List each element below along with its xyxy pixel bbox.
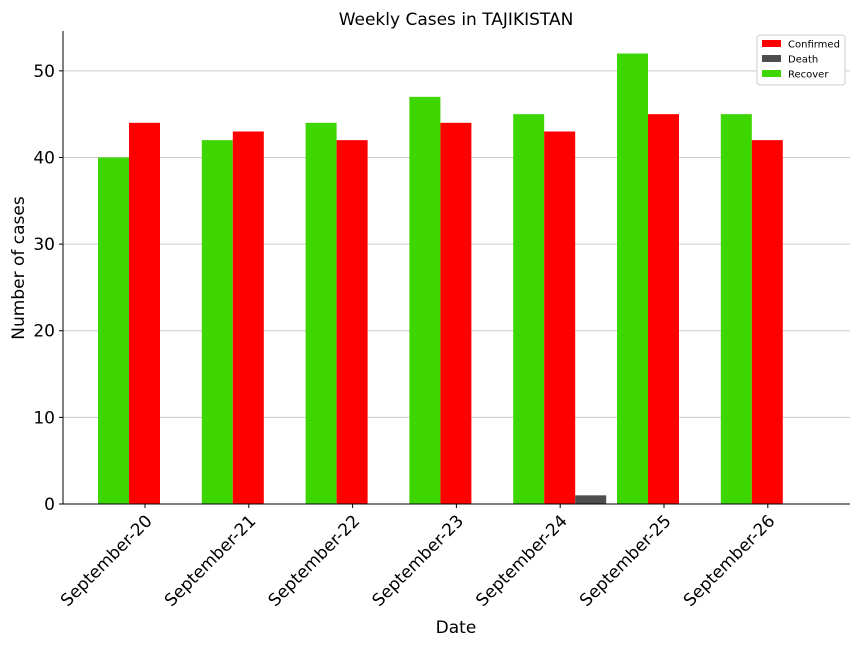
bar-confirmed-september-25 <box>648 114 679 505</box>
x-tick-label: September-24 <box>472 511 571 610</box>
x-tick-label: September-23 <box>368 511 467 610</box>
x-tick-label: September-22 <box>265 511 364 610</box>
bar-confirmed-september-20 <box>129 122 160 505</box>
bars <box>98 53 783 505</box>
bar-confirmed-september-26 <box>751 140 783 504</box>
bar-recover-september-21 <box>201 140 233 504</box>
legend-swatch-recover <box>762 70 781 77</box>
bar-recover-september-23 <box>409 96 441 504</box>
legend: Confirmed Death Recover <box>756 34 846 86</box>
legend-label-death: Death <box>788 55 818 66</box>
y-tick-label: 50 <box>33 62 55 82</box>
legend-label-confirmed: Confirmed <box>788 40 840 51</box>
bar-confirmed-september-21 <box>232 131 264 504</box>
chart-title: Weekly Cases in TAJIKISTAN <box>339 10 574 30</box>
y-tick-label: 20 <box>33 322 55 342</box>
x-ticks: September-20 September-21 September-22 Sept… <box>57 504 779 611</box>
y-tick-label: 10 <box>33 408 55 428</box>
y-axis-title: Number of cases <box>9 196 29 340</box>
bar-recover-september-24 <box>513 114 545 505</box>
y-tick-label: 40 <box>33 148 55 168</box>
y-tick-label: 30 <box>33 235 55 255</box>
x-tick-label: September-26 <box>680 511 779 610</box>
bar-confirmed-september-24 <box>544 131 576 504</box>
bar-recover-september-25 <box>617 53 648 505</box>
y-tick-label: 0 <box>44 495 55 515</box>
x-tick-label: September-21 <box>161 511 260 610</box>
x-tick-label: September-20 <box>57 511 156 610</box>
y-ticks: 0 10 20 30 40 50 <box>33 62 63 515</box>
legend-label-recover: Recover <box>788 70 829 81</box>
legend-swatch-death <box>762 55 781 62</box>
x-axis-title: Date <box>436 618 477 638</box>
bar-confirmed-september-22 <box>336 140 368 504</box>
bar-confirmed-september-23 <box>440 122 472 505</box>
bar-death-september-24 <box>575 495 607 504</box>
bar-recover-september-20 <box>98 157 129 504</box>
legend-swatch-confirmed <box>762 40 781 47</box>
x-tick-label: September-25 <box>576 511 675 610</box>
bar-recover-september-26 <box>720 114 752 505</box>
bar-recover-september-22 <box>305 122 337 505</box>
